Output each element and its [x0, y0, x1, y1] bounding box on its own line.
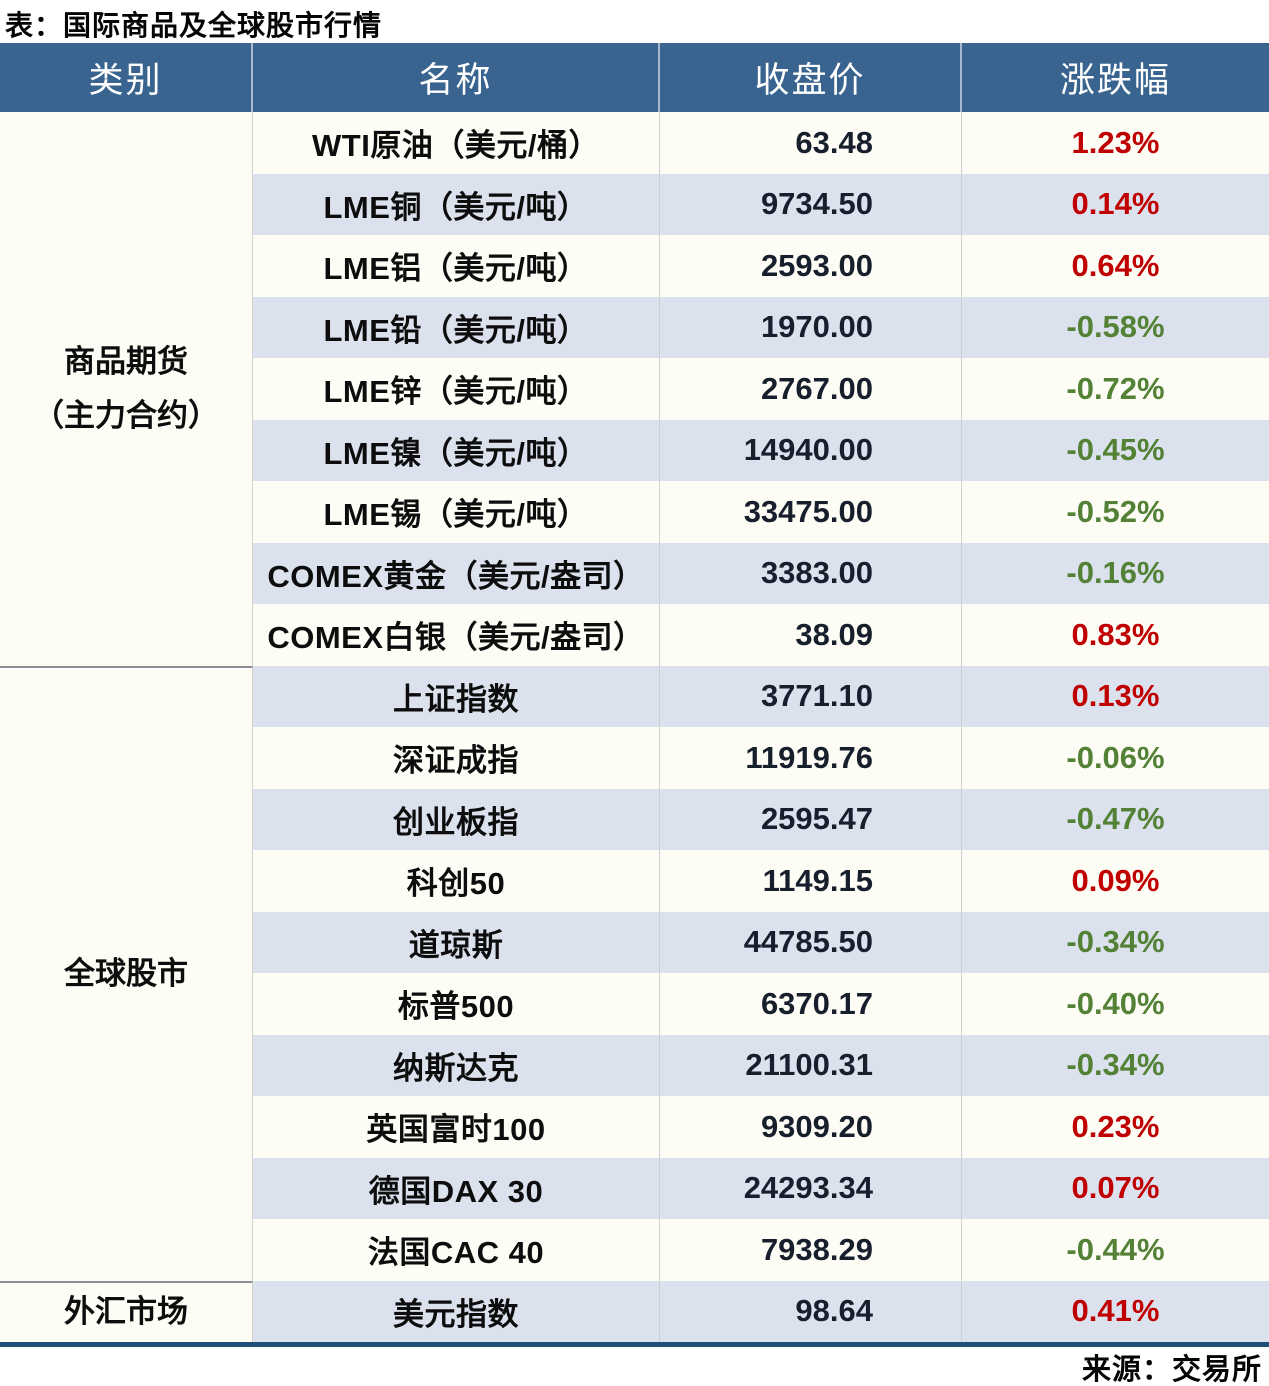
row-name: LME镍（美元/吨） — [253, 419, 660, 481]
row-close-price: 1149.15 — [660, 850, 962, 912]
row-change-percent: 0.41% — [962, 1280, 1269, 1342]
row-name: LME锌（美元/吨） — [253, 358, 660, 420]
row-change-percent: 0.07% — [962, 1157, 1269, 1219]
row-close-price: 21100.31 — [660, 1034, 962, 1096]
row-close-price: 11919.76 — [660, 727, 962, 789]
row-name: 上证指数 — [253, 665, 660, 727]
row-close-price: 2595.47 — [660, 788, 962, 850]
header-name: 名称 — [253, 43, 660, 112]
row-change-percent: -0.72% — [962, 358, 1269, 420]
row-change-percent: 0.14% — [962, 173, 1269, 235]
market-table: 类别 名称 收盘价 涨跌幅 商品期货 （主力合约） WTI原油（美元/桶） 63.4… — [0, 43, 1269, 1347]
source-note: 来源：交易所 — [1081, 1354, 1262, 1386]
row-close-price: 2767.00 — [660, 358, 962, 420]
row-name: 法国CAC 40 — [253, 1219, 660, 1281]
row-name: 英国富时100 — [253, 1096, 660, 1158]
row-change-percent: -0.16% — [962, 542, 1269, 604]
row-name: COMEX白银（美元/盎司） — [253, 604, 660, 666]
table-title: 表：国际商品及全球股市行情 — [5, 10, 383, 41]
row-change-percent: -0.45% — [962, 419, 1269, 481]
row-change-percent: -0.06% — [962, 727, 1269, 789]
row-name: 美元指数 — [253, 1280, 660, 1342]
row-name: COMEX黄金（美元/盎司） — [253, 542, 660, 604]
header-close-price: 收盘价 — [660, 43, 962, 112]
row-change-percent: 0.83% — [962, 604, 1269, 666]
row-close-price: 38.09 — [660, 604, 962, 666]
row-change-percent: -0.40% — [962, 973, 1269, 1035]
row-change-percent: 1.23% — [962, 112, 1269, 174]
row-change-percent: 0.13% — [962, 665, 1269, 727]
row-close-price: 44785.50 — [660, 911, 962, 973]
row-change-percent: -0.44% — [962, 1219, 1269, 1281]
category-cell: 全球股市 — [0, 665, 253, 1281]
row-close-price: 1970.00 — [660, 296, 962, 358]
row-close-price: 9309.20 — [660, 1096, 962, 1158]
row-change-percent: -0.58% — [962, 296, 1269, 358]
row-name: LME铅（美元/吨） — [253, 296, 660, 358]
row-name: LME铝（美元/吨） — [253, 235, 660, 297]
row-change-percent: 0.09% — [962, 850, 1269, 912]
row-close-price: 63.48 — [660, 112, 962, 174]
row-close-price: 2593.00 — [660, 235, 962, 297]
row-name: LME铜（美元/吨） — [253, 173, 660, 235]
category-cell: 商品期货 （主力合约） — [0, 112, 253, 666]
row-name: 创业板指 — [253, 788, 660, 850]
row-name: 德国DAX 30 — [253, 1157, 660, 1219]
row-close-price: 14940.00 — [660, 419, 962, 481]
row-name: 标普500 — [253, 973, 660, 1035]
row-name: WTI原油（美元/桶） — [253, 112, 660, 174]
row-change-percent: 0.23% — [962, 1096, 1269, 1158]
row-close-price: 7938.29 — [660, 1219, 962, 1281]
row-name: LME锡（美元/吨） — [253, 481, 660, 543]
header-category: 类别 — [0, 43, 253, 112]
row-change-percent: -0.34% — [962, 911, 1269, 973]
row-change-percent: -0.47% — [962, 788, 1269, 850]
row-name: 科创50 — [253, 850, 660, 912]
header-change-percent: 涨跌幅 — [962, 43, 1269, 112]
row-close-price: 3383.00 — [660, 542, 962, 604]
row-name: 深证成指 — [253, 727, 660, 789]
row-close-price: 9734.50 — [660, 173, 962, 235]
row-name: 道琼斯 — [253, 911, 660, 973]
row-close-price: 98.64 — [660, 1280, 962, 1342]
row-close-price: 24293.34 — [660, 1157, 962, 1219]
row-change-percent: -0.52% — [962, 481, 1269, 543]
row-name: 纳斯达克 — [253, 1034, 660, 1096]
category-cell: 外汇市场 — [0, 1280, 253, 1342]
row-change-percent: 0.64% — [962, 235, 1269, 297]
row-close-price: 6370.17 — [660, 973, 962, 1035]
row-close-price: 3771.10 — [660, 665, 962, 727]
row-change-percent: -0.34% — [962, 1034, 1269, 1096]
row-close-price: 33475.00 — [660, 481, 962, 543]
